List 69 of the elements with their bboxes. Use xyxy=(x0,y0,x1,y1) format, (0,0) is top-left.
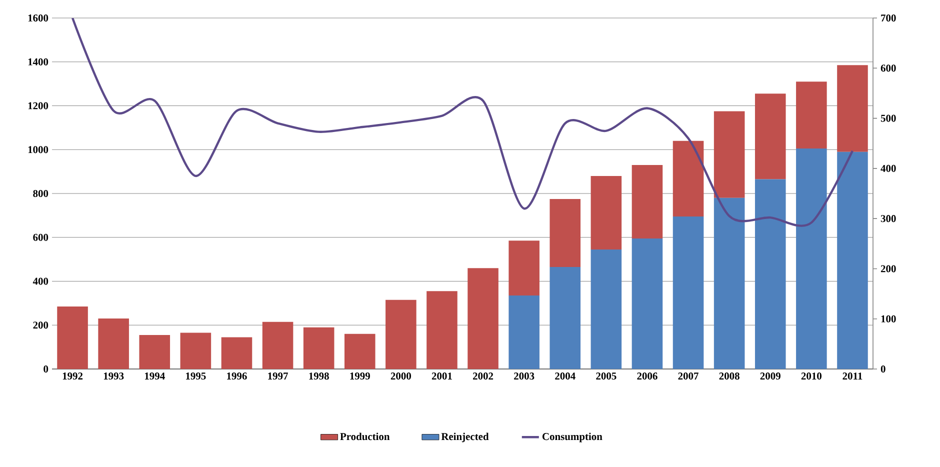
bar xyxy=(180,332,212,369)
x-tick-label: 1997 xyxy=(268,372,288,380)
y2-tick-label: 600 xyxy=(880,64,896,72)
y2-tick-label: 100 xyxy=(881,315,896,322)
x-tick-label: 2000 xyxy=(390,372,411,380)
y-tick-label: 1000 xyxy=(28,146,48,154)
x-tick-label: 2007 xyxy=(678,372,698,380)
bar xyxy=(837,152,868,369)
bar xyxy=(714,198,745,369)
x-tick-label: 2005 xyxy=(596,372,616,380)
x-tick-label: 1993 xyxy=(104,372,124,380)
bar xyxy=(837,65,868,152)
y-tick-label: 800 xyxy=(33,190,48,198)
bar xyxy=(632,238,663,369)
bar xyxy=(590,176,622,250)
bar xyxy=(344,334,376,369)
y2-tick-label: 200 xyxy=(880,265,896,272)
bar xyxy=(386,300,416,369)
bar xyxy=(508,240,540,296)
y2-tick-label: 700 xyxy=(881,14,896,22)
bar xyxy=(714,111,745,198)
x-tick-label: 2010 xyxy=(801,372,822,380)
legend-label: Production xyxy=(340,432,390,440)
bar xyxy=(57,306,88,369)
bar xyxy=(468,268,498,369)
bar xyxy=(754,94,786,180)
x-tick-label: 2011 xyxy=(842,372,862,380)
x-tick-label: 2004 xyxy=(555,372,576,380)
y-tick-label: 600 xyxy=(33,234,48,241)
x-tick-label: 1998 xyxy=(309,372,329,380)
x-tick-label: 2009 xyxy=(760,372,780,380)
bar xyxy=(796,148,827,369)
y2-tick-label: 400 xyxy=(880,164,896,172)
bar xyxy=(796,82,827,149)
x-tick-label: 2002 xyxy=(473,372,494,380)
bar xyxy=(632,164,663,238)
x-tick-label: 1994 xyxy=(145,372,165,380)
bar xyxy=(98,318,129,369)
x-tick-label: 1996 xyxy=(227,372,247,380)
y-tick-label: 1400 xyxy=(28,58,48,66)
x-tick-label: 2003 xyxy=(514,372,534,380)
legend-label: Consumption xyxy=(542,432,602,442)
bar xyxy=(139,334,170,369)
x-tick-label: 2001 xyxy=(432,372,452,380)
bar xyxy=(590,249,622,369)
x-tick-label: 1992 xyxy=(62,372,83,380)
legend-label: Reinjected xyxy=(441,432,489,442)
bar xyxy=(672,140,704,217)
bar xyxy=(426,291,458,369)
x-tick-label: 1999 xyxy=(350,372,370,380)
bar xyxy=(550,198,581,267)
y2-tick-label: 300 xyxy=(880,215,896,222)
bar xyxy=(262,322,294,369)
bar xyxy=(303,327,334,369)
y-tick-label: 0 xyxy=(44,365,48,373)
y-tick-label: 1200 xyxy=(28,102,48,110)
x-tick-label: 2008 xyxy=(719,372,740,380)
y-tick-label: 400 xyxy=(32,278,48,285)
bar xyxy=(672,216,704,369)
bar xyxy=(221,337,252,369)
bar xyxy=(550,266,581,369)
bar xyxy=(508,296,540,369)
y2-tick-label: 500 xyxy=(880,114,896,122)
bar xyxy=(754,179,786,369)
y-tick-label: 1600 xyxy=(28,14,48,22)
x-tick-label: 2006 xyxy=(637,372,658,380)
x-tick-label: 1995 xyxy=(186,372,206,380)
y-tick-label: 200 xyxy=(33,322,48,329)
y2-tick-label: 0 xyxy=(880,365,886,373)
